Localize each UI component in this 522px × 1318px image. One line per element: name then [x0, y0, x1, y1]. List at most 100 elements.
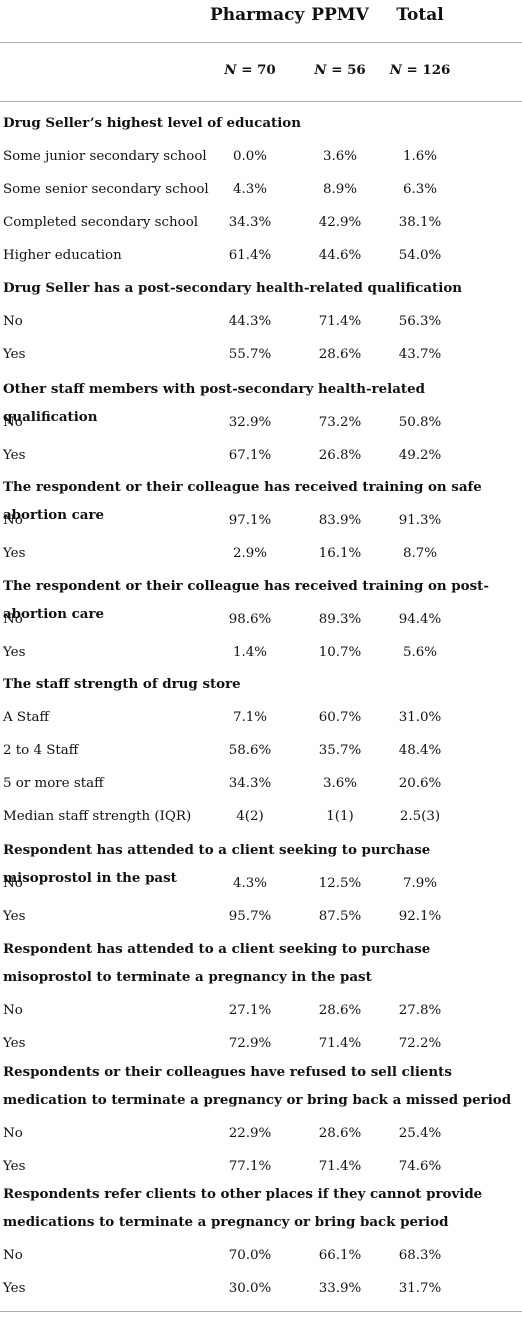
row-label: No	[3, 876, 23, 891]
total-value: 2.5(3)	[399, 809, 441, 824]
row-label: Completed secondary school	[3, 215, 199, 230]
row-label: No	[3, 1003, 23, 1018]
sample-size-row: N = 70 N = 56 N = 126	[0, 55, 522, 85]
row-label: Yes	[3, 1036, 26, 1051]
ppmv-value: 60.7%	[318, 710, 362, 725]
table-row: 2 to 4 Staff 58.6% 35.7% 48.4%	[0, 735, 522, 767]
pharmacy-value: 98.6%	[228, 612, 272, 627]
total-value: 5.6%	[402, 645, 438, 660]
pharmacy-value: 70.0%	[228, 1248, 272, 1263]
column-header-ppmv: PPMV	[311, 5, 369, 25]
section-title: Respondents or their colleagues have ref…	[3, 1064, 512, 1108]
row-label: Yes	[3, 1281, 26, 1296]
ppmv-value: 3.6%	[322, 149, 358, 164]
ppmv-value: 42.9%	[318, 215, 362, 230]
pharmacy-value: 58.6%	[228, 743, 272, 758]
sample-size-ppmv: N = 56	[314, 62, 366, 78]
table-row: Yes 30.0% 33.9% 31.7%	[0, 1273, 522, 1305]
pharmacy-value: 32.9%	[228, 415, 272, 430]
pharmacy-value: 30.0%	[228, 1281, 272, 1296]
total-value: 74.6%	[398, 1159, 442, 1174]
total-value: 43.7%	[398, 347, 442, 362]
table-row: No 32.9% 73.2% 50.8%	[0, 407, 522, 439]
section-title: Respondent has attended to a client seek…	[3, 842, 431, 886]
section-title: Other staff members with post-secondary …	[3, 381, 425, 425]
total-value: 72.2%	[398, 1036, 442, 1051]
total-value: 38.1%	[398, 215, 442, 230]
pharmacy-value: 2.9%	[232, 546, 268, 561]
total-value: 6.3%	[402, 182, 438, 197]
table-row: Completed secondary school 34.3% 42.9% 38.1…	[0, 207, 522, 239]
total-value: 50.8%	[398, 415, 442, 430]
ppmv-value: 12.5%	[318, 876, 362, 891]
table-bottom-border	[0, 1311, 522, 1312]
section-title: Drug Seller has a post-secondary health-…	[3, 280, 462, 296]
row-label: No	[3, 612, 23, 627]
table-row: Yes 67.1% 26.8% 49.2%	[0, 440, 522, 472]
total-value: 31.0%	[398, 710, 442, 725]
table-row: Yes 1.4% 10.7% 5.6%	[0, 637, 522, 669]
pharmacy-value: 4(2)	[236, 809, 264, 824]
table-row: No 44.3% 71.4% 56.3%	[0, 306, 522, 338]
ppmv-value: 83.9%	[318, 513, 362, 528]
pharmacy-value: 4.3%	[232, 876, 268, 891]
ppmv-value: 3.6%	[322, 776, 358, 791]
table-row: Some senior secondary school 4.3% 8.9% 6.3%	[0, 174, 522, 206]
total-value: 31.7%	[398, 1281, 442, 1296]
ppmv-value: 16.1%	[318, 546, 362, 561]
table-row: Yes 2.9% 16.1% 8.7%	[0, 538, 522, 570]
n-row-divider	[0, 101, 522, 102]
pharmacy-value: 7.1%	[232, 710, 268, 725]
section-title: Respondent has attended to a client seek…	[3, 941, 431, 985]
pharmacy-value: 95.7%	[228, 909, 272, 924]
ppmv-value: 87.5%	[318, 909, 362, 924]
ppmv-value: 71.4%	[318, 1159, 362, 1174]
pharmacy-value: 34.3%	[228, 776, 272, 791]
pharmacy-value: 27.1%	[228, 1003, 272, 1018]
section-title: The staff strength of drug store	[3, 676, 241, 692]
table-row: Yes 95.7% 87.5% 92.1%	[0, 901, 522, 933]
pharmacy-value: 67.1%	[228, 448, 272, 463]
ppmv-value: 44.6%	[318, 248, 362, 263]
table-row: Some junior secondary school 0.0% 3.6% 1.6%	[0, 141, 522, 173]
total-value: 7.9%	[402, 876, 438, 891]
total-value: 68.3%	[398, 1248, 442, 1263]
column-header-total: Total	[396, 5, 444, 25]
pharmacy-value: 1.4%	[232, 645, 268, 660]
ppmv-value: 10.7%	[318, 645, 362, 660]
row-label: Higher education	[3, 248, 122, 263]
table-row: No 97.1% 83.9% 91.3%	[0, 505, 522, 537]
row-label: Yes	[3, 645, 26, 660]
section-title: The respondent or their colleague has re…	[3, 578, 489, 622]
table-row: No 22.9% 28.6% 25.4%	[0, 1118, 522, 1150]
table-row: Median staff strength (IQR) 4(2) 1(1) 2.5(3…	[0, 801, 522, 833]
total-value: 48.4%	[398, 743, 442, 758]
sample-size-total: N = 126	[389, 62, 451, 78]
total-value: 54.0%	[398, 248, 442, 263]
ppmv-value: 71.4%	[318, 1036, 362, 1051]
pharmacy-value: 77.1%	[228, 1159, 272, 1174]
ppmv-value: 89.3%	[318, 612, 362, 627]
total-value: 27.8%	[398, 1003, 442, 1018]
pharmacy-value: 55.7%	[228, 347, 272, 362]
row-label: No	[3, 513, 23, 528]
table-row: Higher education 61.4% 44.6% 54.0%	[0, 240, 522, 272]
row-label: 2 to 4 Staff	[3, 743, 79, 758]
total-value: 8.7%	[402, 546, 438, 561]
pharmacy-value: 61.4%	[228, 248, 272, 263]
ppmv-value: 8.9%	[322, 182, 358, 197]
row-label: 5 or more staff	[3, 776, 104, 791]
pharmacy-value: 4.3%	[232, 182, 268, 197]
row-label: Median staff strength (IQR)	[3, 809, 192, 824]
column-header-pharmacy: Pharmacy	[210, 5, 305, 25]
table-row: No 98.6% 89.3% 94.4%	[0, 604, 522, 636]
ppmv-value: 71.4%	[318, 314, 362, 329]
table-row: A Staff 7.1% 60.7% 31.0%	[0, 702, 522, 734]
total-value: 1.6%	[402, 149, 438, 164]
row-label: Yes	[3, 448, 26, 463]
row-label: Yes	[3, 909, 26, 924]
total-value: 91.3%	[398, 513, 442, 528]
table-row: Yes 72.9% 71.4% 72.2%	[0, 1028, 522, 1060]
pharmacy-value: 44.3%	[228, 314, 272, 329]
